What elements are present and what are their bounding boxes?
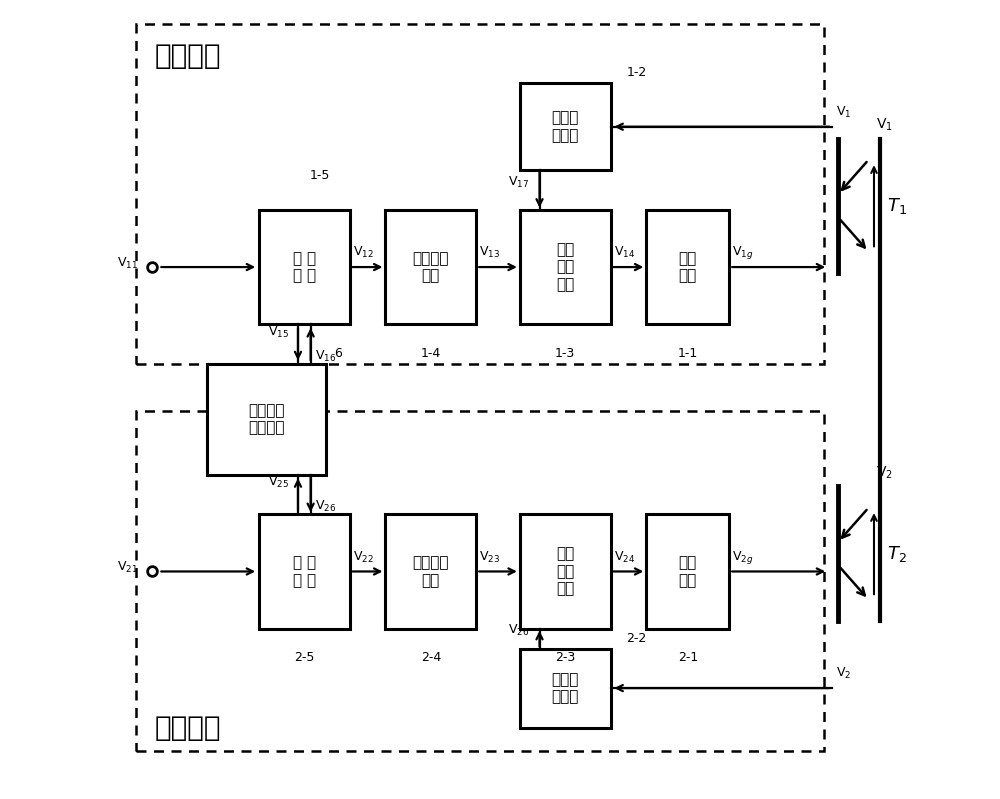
Text: V$_{26}$: V$_{26}$ xyxy=(315,499,336,514)
Text: 调理: 调理 xyxy=(556,564,574,579)
Bar xyxy=(520,514,611,629)
Text: V$_{17}$: V$_{17}$ xyxy=(508,174,529,189)
Text: V$_{12}$: V$_{12}$ xyxy=(353,245,374,260)
Bar xyxy=(646,514,729,629)
Text: V$_{11}$: V$_{11}$ xyxy=(117,256,138,271)
Bar xyxy=(520,83,611,170)
Text: 护单元: 护单元 xyxy=(552,690,579,704)
Bar xyxy=(259,210,350,324)
Bar xyxy=(520,210,611,324)
Text: 6: 6 xyxy=(334,347,342,360)
Text: 调理: 调理 xyxy=(556,260,574,275)
Text: V$_{1}$: V$_{1}$ xyxy=(836,105,851,120)
Text: 过流保: 过流保 xyxy=(552,110,579,125)
Text: 信号隔离: 信号隔离 xyxy=(413,555,449,570)
Text: 拨 码: 拨 码 xyxy=(293,251,316,266)
Text: 单元: 单元 xyxy=(556,277,574,292)
Text: 2-5: 2-5 xyxy=(294,651,314,664)
Text: 第一支路: 第一支路 xyxy=(154,42,221,70)
Text: 单元: 单元 xyxy=(422,268,440,284)
Text: 第二支路: 第二支路 xyxy=(154,714,221,741)
Text: V$_{22}$: V$_{22}$ xyxy=(353,550,374,565)
Text: V$_{13}$: V$_{13}$ xyxy=(479,245,501,260)
Text: 开 关: 开 关 xyxy=(293,268,316,284)
Bar xyxy=(385,514,476,629)
Text: V$_{25}$: V$_{25}$ xyxy=(268,475,289,490)
Bar xyxy=(136,411,824,751)
Text: 2-2: 2-2 xyxy=(627,631,647,645)
Text: 护单元: 护单元 xyxy=(552,128,579,143)
Text: V$_{24}$: V$_{24}$ xyxy=(614,550,635,565)
Text: 1-3: 1-3 xyxy=(555,347,575,360)
Text: 单元: 单元 xyxy=(679,268,697,284)
Text: V$_{14}$: V$_{14}$ xyxy=(614,245,635,260)
Text: 2-3: 2-3 xyxy=(555,651,575,664)
Text: T$_1$: T$_1$ xyxy=(887,196,907,216)
Text: 死区时间: 死区时间 xyxy=(249,403,285,418)
Text: V$_{1g}$: V$_{1g}$ xyxy=(732,244,754,261)
Text: 1-2: 1-2 xyxy=(627,66,647,79)
Bar xyxy=(136,24,824,364)
Text: 调整单元: 调整单元 xyxy=(249,420,285,435)
Text: V$_{23}$: V$_{23}$ xyxy=(479,550,501,565)
Bar xyxy=(646,210,729,324)
Text: T$_2$: T$_2$ xyxy=(887,543,907,563)
Bar xyxy=(520,649,611,728)
Text: V$_{2}$: V$_{2}$ xyxy=(836,666,851,682)
Text: V$_2$: V$_2$ xyxy=(876,464,892,481)
Text: 信号: 信号 xyxy=(556,242,574,257)
Text: V$_{15}$: V$_{15}$ xyxy=(268,324,289,340)
Text: 单元: 单元 xyxy=(679,573,697,588)
Text: 驱动: 驱动 xyxy=(679,251,697,266)
Text: 1-1: 1-1 xyxy=(678,347,698,360)
Text: 开 关: 开 关 xyxy=(293,573,316,588)
Bar xyxy=(207,364,326,475)
Text: V$_1$: V$_1$ xyxy=(876,117,892,133)
Text: 信号隔离: 信号隔离 xyxy=(413,251,449,266)
Text: 2-4: 2-4 xyxy=(421,651,441,664)
Text: 拨 码: 拨 码 xyxy=(293,555,316,570)
Text: V$_{16}$: V$_{16}$ xyxy=(315,348,336,364)
Text: 过流保: 过流保 xyxy=(552,672,579,687)
Text: 信号: 信号 xyxy=(556,547,574,562)
Text: V$_{26}$: V$_{26}$ xyxy=(508,623,529,638)
Text: 驱动: 驱动 xyxy=(679,555,697,570)
Text: 单元: 单元 xyxy=(556,582,574,596)
Text: 1-5: 1-5 xyxy=(310,169,330,182)
Bar xyxy=(385,210,476,324)
Text: 1-4: 1-4 xyxy=(421,347,441,360)
Bar xyxy=(259,514,350,629)
Text: V$_{2g}$: V$_{2g}$ xyxy=(732,549,754,566)
Text: V$_{21}$: V$_{21}$ xyxy=(117,560,138,575)
Text: 单元: 单元 xyxy=(422,573,440,588)
Text: 2-1: 2-1 xyxy=(678,651,698,664)
